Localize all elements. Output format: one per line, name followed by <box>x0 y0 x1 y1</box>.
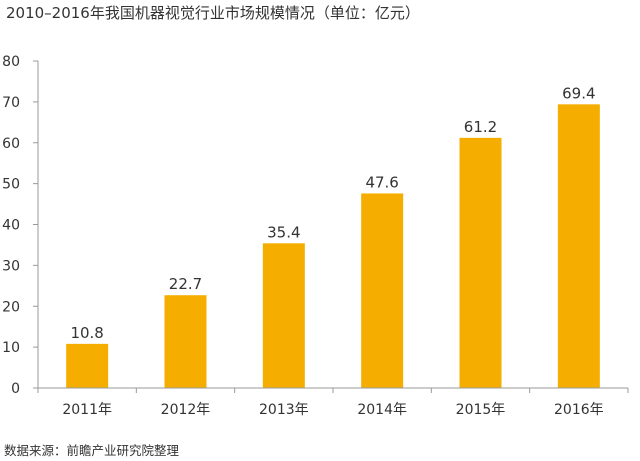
bar <box>557 104 600 388</box>
y-tick-label: 50 <box>2 177 20 193</box>
data-source-note: 数据来源：前瞻产业研究院整理 <box>4 443 180 458</box>
y-axis: 0 10 20 30 40 50 60 70 80 <box>2 54 39 397</box>
x-tick-label: 2015年 <box>456 402 506 418</box>
data-label: 61.2 <box>464 118 497 136</box>
y-tick-label: 10 <box>2 340 20 356</box>
y-tick-label: 80 <box>2 54 20 70</box>
x-tick-label: 2013年 <box>259 402 309 418</box>
y-tick-label: 30 <box>2 258 20 274</box>
bars: 10.8 22.7 35.4 47.6 61.2 69.4 <box>66 84 600 388</box>
y-tick-label: 0 <box>11 381 20 397</box>
bar <box>361 193 404 388</box>
bar <box>459 137 502 388</box>
data-label: 22.7 <box>169 275 202 293</box>
y-tick-label: 60 <box>2 136 20 152</box>
data-label: 47.6 <box>365 173 398 191</box>
x-tick-label: 2014年 <box>357 402 407 418</box>
y-tick-label: 70 <box>2 95 20 111</box>
data-label: 35.4 <box>267 223 300 241</box>
x-tick-label: 2012年 <box>161 402 211 418</box>
y-tick-label: 40 <box>2 218 20 234</box>
bar <box>164 295 207 388</box>
x-tick-label: 2016年 <box>554 402 604 418</box>
bar <box>66 343 109 388</box>
y-tick-label: 20 <box>2 299 20 315</box>
x-tick-label: 2011年 <box>62 402 112 418</box>
data-label: 10.8 <box>70 324 103 342</box>
bar <box>262 243 305 388</box>
data-label: 69.4 <box>562 84 595 102</box>
chart-title: 2010–2016年我国机器视觉行业市场规模情况（单位：亿元） <box>6 4 420 22</box>
x-axis: 2011年 2012年 2013年 2014年 2015年 2016年 <box>37 387 629 418</box>
